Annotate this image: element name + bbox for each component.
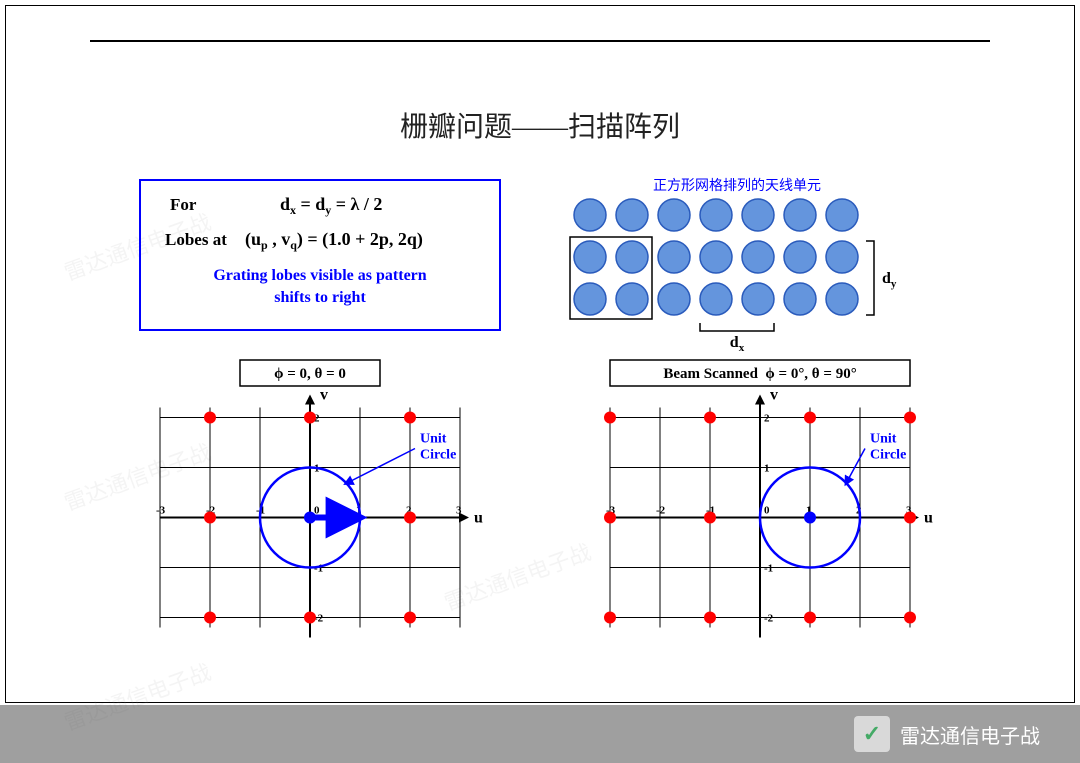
svg-text:0: 0	[764, 505, 770, 517]
svg-text:Grating lobes visible as patte: Grating lobes visible as pattern	[213, 267, 426, 284]
svg-text:u: u	[474, 510, 483, 527]
svg-text:Circle: Circle	[870, 448, 906, 463]
svg-text:-2: -2	[764, 613, 774, 625]
svg-text:u: u	[924, 510, 933, 527]
svg-text:v: v	[770, 387, 778, 404]
svg-text:正方形网格排列的天线单元: 正方形网格排列的天线单元	[653, 178, 821, 194]
svg-text:-1: -1	[764, 563, 773, 575]
svg-text:3: 3	[456, 505, 462, 517]
top-divider	[90, 40, 990, 42]
svg-text:Circle: Circle	[420, 448, 456, 463]
svg-text:dy: dy	[882, 270, 897, 290]
watermark-strip: ✓ 雷达通信电子战	[0, 705, 1080, 763]
svg-text:ϕ = 0, θ = 0: ϕ = 0, θ = 0	[274, 366, 346, 382]
svg-text:Beam Scanned ϕ = 0°, θ = 90°: Beam Scanned ϕ = 0°, θ = 90°	[663, 366, 856, 382]
svg-text:For: For	[170, 195, 197, 214]
svg-text:-3: -3	[156, 505, 166, 517]
svg-text:v: v	[320, 387, 328, 404]
svg-text:-2: -2	[656, 505, 666, 517]
content-area: For dx = dy = λ / 2 Lobes at (up , vq) = (1…	[90, 170, 990, 680]
svg-text:shifts to right: shifts to right	[274, 289, 366, 306]
svg-text:Unit: Unit	[420, 432, 447, 447]
channel-name: 雷达通信电子战	[900, 720, 1040, 749]
svg-text:(up , vq) = (1.0 + 2p, 2q): (up , vq) = (1.0 + 2p, 2q)	[245, 229, 423, 252]
svg-text:dx: dx	[730, 334, 745, 354]
page-title: 栅瓣问题——扫描阵列	[0, 105, 1080, 145]
wechat-icon: ✓	[854, 716, 890, 752]
svg-text:1: 1	[764, 463, 770, 475]
svg-text:2: 2	[764, 413, 770, 425]
diagram-svg: For dx = dy = λ / 2 Lobes at (up , vq) = (1…	[90, 170, 990, 680]
svg-text:Lobes at: Lobes at	[165, 230, 227, 249]
svg-text:dx = dy = λ / 2: dx = dy = λ / 2	[280, 194, 382, 217]
svg-text:Unit: Unit	[870, 432, 897, 447]
svg-text:-1: -1	[314, 563, 323, 575]
